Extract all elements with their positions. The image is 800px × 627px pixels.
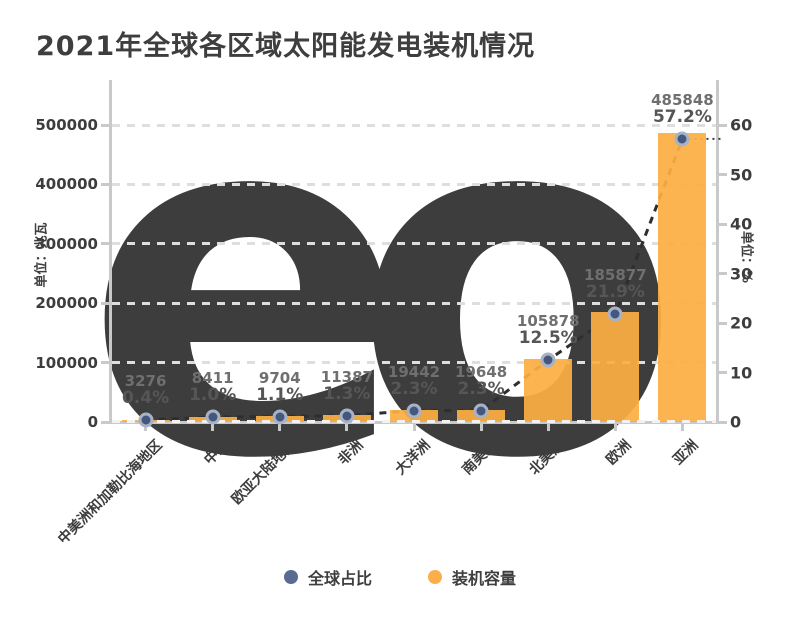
share-pct-label: 2.3%	[457, 378, 505, 399]
bar-value-label: 185877	[584, 265, 647, 284]
share-pct-label: 0.4%	[121, 388, 170, 409]
right-axis-title: 单位：%	[738, 230, 754, 284]
share-point[interactable]	[138, 412, 154, 428]
legend-item-全球占比[interactable]: 全球占比	[283, 565, 372, 589]
bar-value-label: 19648	[455, 362, 508, 381]
right-axis-tick	[718, 272, 727, 275]
legend-marker-icon	[283, 570, 298, 584]
left-axis-tick	[101, 420, 110, 424]
x-axis-tick	[680, 423, 684, 431]
left-axis-tick	[101, 242, 110, 246]
left-axis-line	[109, 80, 112, 424]
share-point[interactable]	[205, 409, 221, 425]
x-axis-tick	[211, 423, 215, 431]
x-axis-tick	[345, 423, 349, 431]
legend-item-装机容量[interactable]: 装机容量	[428, 565, 516, 589]
gridline-zero	[112, 420, 716, 423]
share-pct-label: 57.2%	[652, 106, 712, 127]
gridline	[112, 242, 716, 246]
left-axis-tick-label: 400000	[35, 175, 98, 194]
share-point[interactable]	[272, 409, 288, 425]
left-axis-tick-label: 100000	[35, 353, 98, 372]
right-axis-tick-label: 10	[730, 363, 753, 382]
share-point[interactable]	[406, 403, 422, 419]
legend-marker-icon	[428, 570, 442, 584]
left-axis-tick	[101, 301, 110, 305]
right-axis-tick-label: 60	[730, 115, 753, 135]
right-axis-tick	[718, 420, 727, 424]
bar-value-label: 11387	[320, 367, 373, 386]
bar-value-label: 105878	[516, 312, 580, 331]
right-axis-tick	[718, 371, 727, 374]
left-axis-tick-label: 200000	[35, 294, 98, 313]
bar-value-label: 485848	[651, 90, 714, 109]
left-axis-tick-label: 500000	[35, 116, 98, 134]
share-pct-label: 21.9%	[585, 281, 645, 302]
bar-亚洲[interactable]	[658, 133, 707, 422]
share-point[interactable]	[473, 403, 489, 419]
left-axis-tick-label: 300000	[35, 234, 98, 253]
gridline	[112, 182, 716, 186]
left-axis-tick	[101, 182, 110, 186]
share-point[interactable]	[339, 408, 355, 424]
right-axis-tick	[718, 222, 727, 226]
x-axis-tick	[546, 423, 550, 431]
x-axis-tick	[613, 423, 617, 431]
bar-欧洲[interactable]	[591, 311, 640, 422]
bar-value-label: 8411	[191, 369, 234, 388]
legend-label: 全球占比	[307, 569, 372, 588]
bar-北美洲[interactable]	[524, 359, 573, 422]
left-axis-title: 单位：兆瓦	[34, 222, 50, 288]
share-pct-label: 1.1%	[256, 384, 304, 405]
x-axis-tick	[479, 423, 483, 431]
right-axis-tick-label: 30	[730, 264, 753, 283]
right-axis-tick	[718, 123, 727, 127]
bar-value-label: 3276	[124, 372, 167, 391]
bar-value-label: 9704	[258, 368, 301, 387]
legend-label: 装机容量	[452, 569, 517, 588]
left-axis-tick	[101, 123, 110, 127]
right-axis-line	[716, 80, 719, 424]
share-pct-label: 1.3%	[323, 383, 371, 404]
right-axis-tick-label: 20	[730, 313, 753, 333]
left-axis-tick-label: 0	[87, 413, 98, 431]
gridline	[112, 301, 716, 305]
x-axis-tick	[412, 423, 416, 431]
share-point[interactable]	[674, 131, 690, 147]
x-axis-tick	[278, 423, 282, 431]
right-axis-tick-label: 50	[730, 165, 753, 184]
share-pct-label: 2.3%	[390, 378, 438, 399]
right-axis-tick-label: 40	[730, 214, 753, 234]
legend: 全球占比 装机容量	[0, 565, 800, 589]
share-pct-label: 1.0%	[189, 385, 237, 406]
bar-value-label: 19442	[387, 362, 441, 381]
right-axis-tick	[718, 321, 727, 325]
share-point[interactable]	[540, 352, 556, 368]
right-axis-tick-label: 0	[730, 412, 742, 432]
share-pct-label: 12.5%	[518, 328, 578, 349]
right-axis-tick	[718, 173, 727, 176]
gridline	[112, 123, 716, 127]
left-axis-tick	[101, 361, 110, 365]
chart-title: 2021年全球各区域太阳能发电装机情况	[36, 31, 536, 62]
share-point[interactable]	[607, 306, 623, 322]
